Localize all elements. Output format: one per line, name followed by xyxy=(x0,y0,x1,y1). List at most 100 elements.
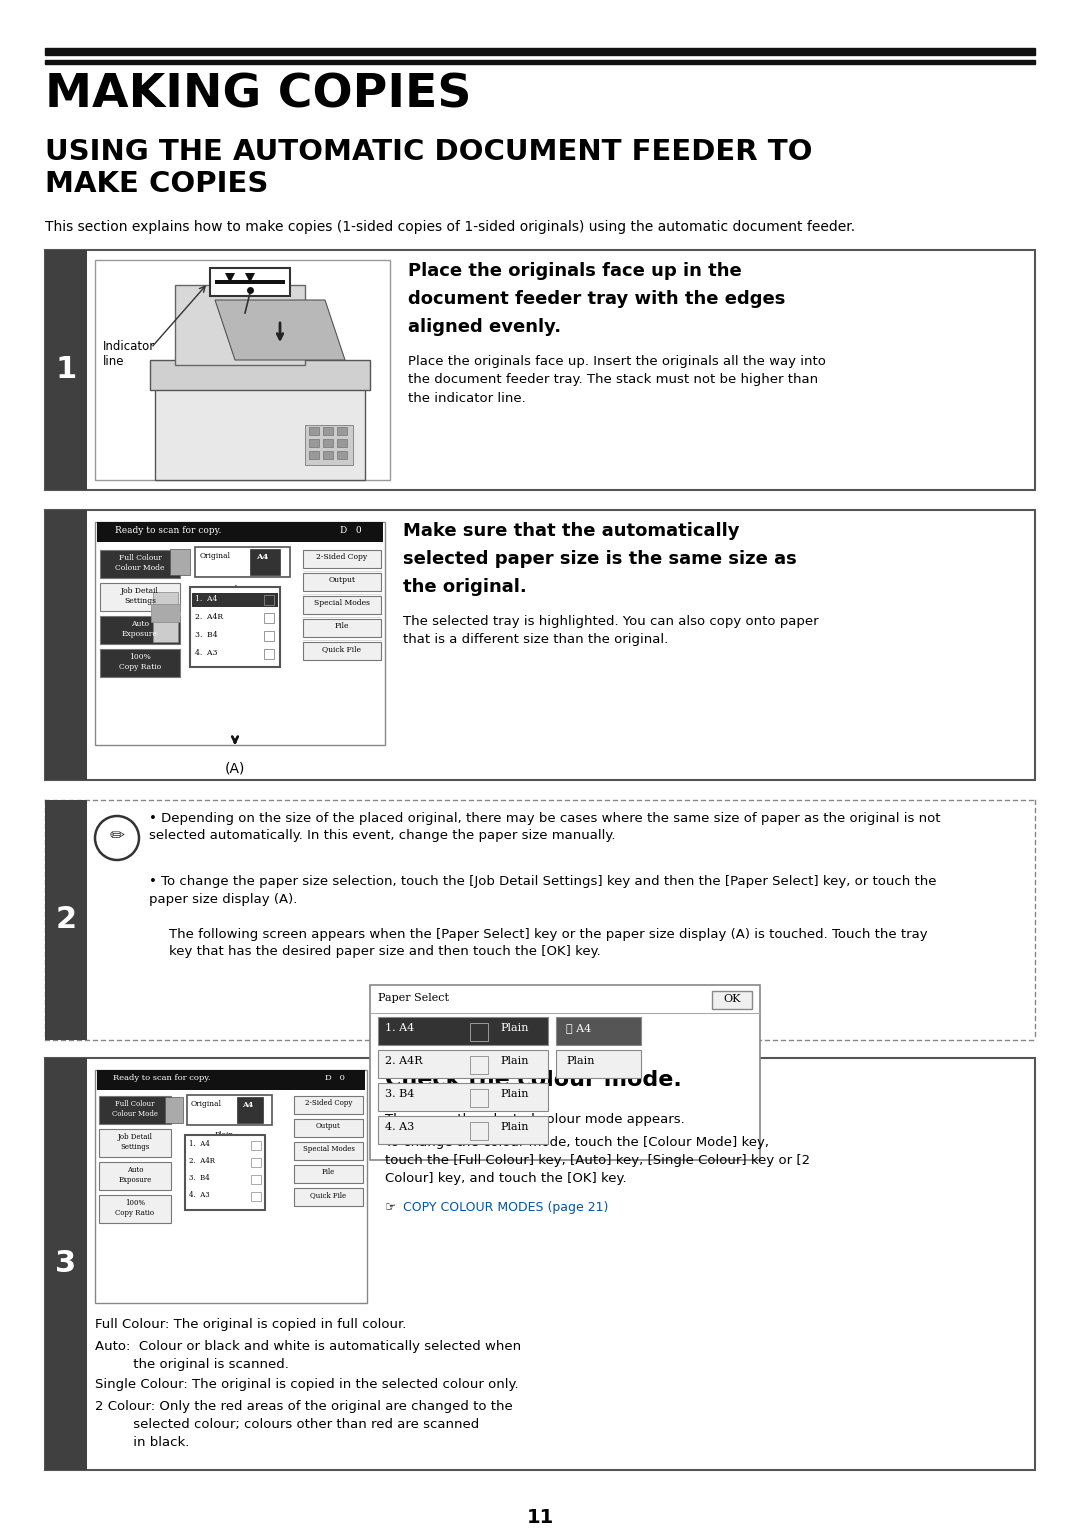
Text: A4: A4 xyxy=(215,1144,226,1152)
Bar xyxy=(294,1187,363,1206)
Text: Output: Output xyxy=(328,576,355,584)
Bar xyxy=(97,523,383,542)
Bar xyxy=(470,1056,488,1074)
Text: 3.  B4: 3. B4 xyxy=(189,1174,210,1183)
Text: Auto
Exposure: Auto Exposure xyxy=(119,1166,151,1184)
Text: 2: 2 xyxy=(55,906,77,935)
Bar xyxy=(470,1089,488,1106)
Text: Check the colour mode.: Check the colour mode. xyxy=(384,1070,681,1089)
Bar xyxy=(99,1096,171,1125)
Bar xyxy=(294,1096,363,1114)
Bar xyxy=(309,451,319,458)
Text: D   0: D 0 xyxy=(340,526,362,535)
Bar xyxy=(187,1174,264,1186)
Text: 2.  A4R: 2. A4R xyxy=(189,1157,215,1164)
Bar xyxy=(303,642,381,660)
Bar xyxy=(323,426,333,435)
Polygon shape xyxy=(225,274,235,283)
Text: To change the colour mode, touch the [Colour Mode] key,
touch the [Full Colour] : To change the colour mode, touch the [Co… xyxy=(384,1135,810,1186)
Text: 4.  A3: 4. A3 xyxy=(189,1190,210,1199)
Text: Original: Original xyxy=(191,1100,222,1108)
Bar xyxy=(45,60,1035,64)
Bar xyxy=(187,1096,272,1125)
Bar xyxy=(556,1018,642,1045)
Text: 2. A4R: 2. A4R xyxy=(384,1056,422,1067)
Bar xyxy=(95,523,384,746)
Text: A4: A4 xyxy=(242,1102,253,1109)
Bar xyxy=(210,267,291,296)
Text: Ready to scan for copy.: Ready to scan for copy. xyxy=(114,526,221,535)
Bar xyxy=(556,1050,642,1077)
Bar xyxy=(99,1161,171,1190)
Text: COPY COLOUR MODES (page 21): COPY COLOUR MODES (page 21) xyxy=(403,1201,608,1215)
Bar xyxy=(337,451,347,458)
Bar xyxy=(100,584,180,611)
Text: Auto
Exposure: Auto Exposure xyxy=(122,620,158,637)
Text: • Depending on the size of the placed original, there may be cases where the sam: • Depending on the size of the placed or… xyxy=(149,811,941,842)
Bar xyxy=(192,593,278,607)
Text: 2-Sided Copy: 2-Sided Copy xyxy=(316,553,367,561)
Text: Place the originals face up in the: Place the originals face up in the xyxy=(408,261,742,280)
Text: Plain: Plain xyxy=(215,1131,234,1138)
Bar xyxy=(337,426,347,435)
Text: Auto:  Colour or black and white is automatically selected when
         the ori: Auto: Colour or black and white is autom… xyxy=(95,1340,522,1371)
Text: • To change the paper size selection, touch the [Job Detail Settings] key and th: • To change the paper size selection, to… xyxy=(149,876,936,906)
Text: Ready to scan for copy.: Ready to scan for copy. xyxy=(113,1074,211,1082)
Text: ✏: ✏ xyxy=(109,827,124,845)
Text: 4.  A3: 4. A3 xyxy=(195,649,217,657)
Bar xyxy=(323,439,333,448)
Text: (A): (A) xyxy=(225,761,245,775)
Bar xyxy=(187,1190,264,1203)
Text: Plain: Plain xyxy=(230,585,252,593)
Bar xyxy=(165,1097,183,1123)
Text: Plain: Plain xyxy=(500,1056,528,1067)
Text: Make sure that the automatically: Make sure that the automatically xyxy=(403,523,740,539)
Bar xyxy=(45,510,1035,779)
Text: 11: 11 xyxy=(526,1508,554,1526)
Text: D   0: D 0 xyxy=(325,1074,345,1082)
Bar xyxy=(195,547,291,578)
Bar xyxy=(470,1122,488,1140)
Bar xyxy=(156,370,365,480)
Bar xyxy=(192,611,278,625)
Text: aligned evenly.: aligned evenly. xyxy=(408,318,562,336)
Text: A4: A4 xyxy=(230,599,242,607)
Text: Job Detail
Settings: Job Detail Settings xyxy=(118,1132,152,1151)
Bar xyxy=(378,1050,548,1077)
Bar xyxy=(187,1138,264,1152)
Bar xyxy=(187,1157,264,1169)
Bar xyxy=(294,1164,363,1183)
Bar xyxy=(303,550,381,568)
Text: This section explains how to make copies (1-sided copies of 1-sided originals) u: This section explains how to make copies… xyxy=(45,220,855,234)
Bar xyxy=(150,361,370,390)
Bar xyxy=(378,1115,548,1144)
Bar xyxy=(153,591,178,642)
Bar xyxy=(309,426,319,435)
Text: Single Colour: The original is copied in the selected colour only.: Single Colour: The original is copied in… xyxy=(95,1378,518,1390)
Bar xyxy=(100,649,180,677)
Text: A4: A4 xyxy=(256,553,268,561)
Bar xyxy=(45,47,1035,55)
Text: Full Colour
Colour Mode: Full Colour Colour Mode xyxy=(116,555,165,571)
Bar xyxy=(323,451,333,458)
Text: MAKE COPIES: MAKE COPIES xyxy=(45,170,268,199)
Text: Full Colour: The original is copied in full colour.: Full Colour: The original is copied in f… xyxy=(95,1319,406,1331)
Text: 2 Colour: Only the red areas of the original are changed to the
         selecte: 2 Colour: Only the red areas of the orig… xyxy=(95,1400,513,1449)
Text: 1.  A4: 1. A4 xyxy=(195,594,217,604)
Bar xyxy=(151,604,180,622)
Text: 1. A4: 1. A4 xyxy=(384,1024,415,1033)
Text: Plain: Plain xyxy=(500,1122,528,1132)
Bar xyxy=(99,1129,171,1157)
Text: Paper Select: Paper Select xyxy=(378,993,449,1002)
Bar xyxy=(264,594,274,605)
Bar xyxy=(45,251,87,490)
Text: Indicator
line: Indicator line xyxy=(103,341,156,368)
Bar xyxy=(264,631,274,642)
Bar xyxy=(251,1141,261,1151)
Text: Job Detail
Settings: Job Detail Settings xyxy=(121,587,159,605)
Text: MAKING COPIES: MAKING COPIES xyxy=(45,72,472,118)
Text: Quick File: Quick File xyxy=(323,645,362,652)
Text: 100%
Copy Ratio: 100% Copy Ratio xyxy=(119,652,161,671)
Text: 3: 3 xyxy=(55,1250,77,1279)
Bar xyxy=(294,1118,363,1137)
